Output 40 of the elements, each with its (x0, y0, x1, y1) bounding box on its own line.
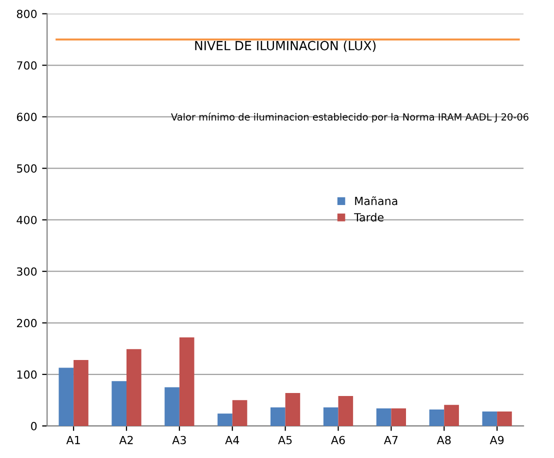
bar (126, 349, 142, 426)
y-tick-label: 500 (17, 164, 37, 173)
bar (112, 381, 126, 426)
y-tick-label: 600 (16, 112, 37, 122)
bar (232, 400, 248, 426)
x-tick-label: A8 (436, 436, 451, 444)
bar (218, 414, 232, 426)
bar (391, 408, 406, 426)
legend-label: Mañana (355, 196, 398, 206)
legend-label: Tarde (354, 212, 384, 222)
bar (429, 409, 444, 426)
bar (179, 337, 194, 426)
y-tick-label: 100 (17, 370, 37, 379)
bar (323, 407, 338, 426)
y-tick-label: 200 (16, 318, 37, 328)
x-tick-label: A1 (66, 436, 80, 444)
x-tick-label: A2 (119, 436, 133, 444)
x-tick-label: A9 (490, 436, 504, 444)
bar (285, 392, 300, 426)
bar (482, 412, 498, 426)
y-tick-label: 400 (16, 216, 37, 224)
text: NIVEL DE ILUMINACION (LUX) (195, 40, 376, 52)
bar (58, 368, 74, 426)
bar (497, 412, 512, 426)
x-tick-label: A3 (172, 436, 186, 444)
x-tick-label: A6 (331, 436, 345, 444)
y-tick-label: 800 (16, 10, 37, 18)
bar (74, 360, 88, 426)
x-tick-label: A4 (225, 436, 240, 444)
y-tick-label: 0 (31, 422, 37, 430)
annotation: Valor mínimo de iluminacion establecido por la Norma IRAM AADL J 20-06 (171, 112, 528, 122)
x-tick-label: A5 (278, 436, 292, 444)
bar (444, 404, 459, 426)
bar (270, 407, 286, 426)
bar (164, 387, 180, 426)
bar (338, 396, 354, 426)
y-tick-label: 700 (17, 61, 37, 70)
y-tick-label: 300 (17, 267, 37, 276)
x-tick-label: A7 (384, 436, 398, 444)
bar (376, 408, 392, 426)
